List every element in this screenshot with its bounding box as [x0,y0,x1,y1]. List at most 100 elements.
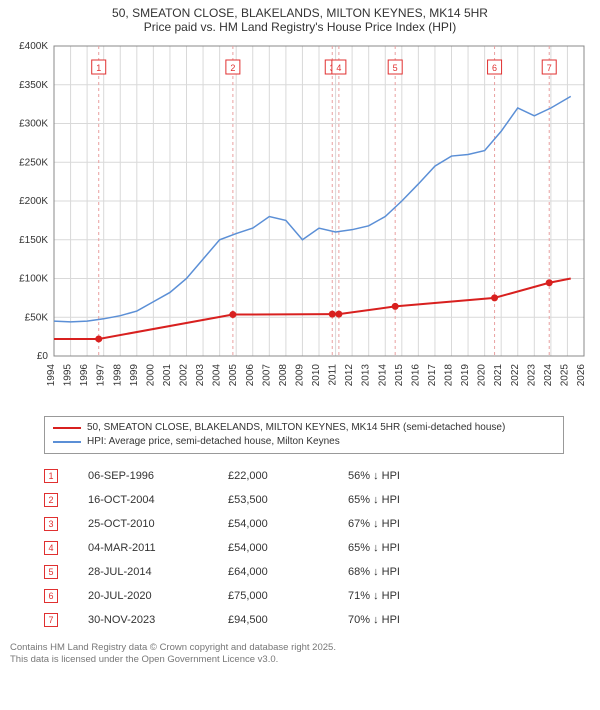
sales-table: 1 06-SEP-1996 £22,000 56% ↓ HPI 2 16-OCT-2004… [44,464,590,632]
row-price: £94,500 [228,614,318,626]
svg-text:2006: 2006 [245,364,256,387]
row-pct: 70% ↓ HPI [348,614,468,626]
row-price: £53,500 [228,494,318,506]
svg-text:2018: 2018 [444,364,455,387]
legend-swatch-hpi [53,441,81,443]
legend-label-hpi: HPI: Average price, semi-detached house,… [87,435,340,449]
svg-text:2020: 2020 [477,364,488,387]
legend-row-hpi: HPI: Average price, semi-detached house,… [53,435,555,449]
row-marker: 2 [44,493,58,507]
svg-text:£400K: £400K [19,41,48,52]
svg-text:6: 6 [492,63,497,73]
svg-text:£250K: £250K [19,157,48,168]
svg-text:2026: 2026 [576,364,587,387]
table-row: 2 16-OCT-2004 £53,500 65% ↓ HPI [44,488,590,512]
legend-swatch-price-paid [53,427,81,429]
svg-text:7: 7 [547,63,552,73]
table-row: 4 04-MAR-2011 £54,000 65% ↓ HPI [44,536,590,560]
row-marker: 4 [44,541,58,555]
row-marker: 7 [44,613,58,627]
title-line-2: Price paid vs. HM Land Registry's House … [10,20,590,34]
legend-label-price-paid: 50, SMEATON CLOSE, BLAKELANDS, MILTON KE… [87,421,505,435]
row-price: £75,000 [228,590,318,602]
row-date: 25-OCT-2010 [88,518,198,530]
svg-text:2025: 2025 [559,364,570,387]
svg-text:2001: 2001 [162,364,173,387]
row-price: £64,000 [228,566,318,578]
svg-text:1998: 1998 [112,364,123,387]
svg-text:£100K: £100K [19,274,48,285]
svg-text:£0: £0 [37,351,49,362]
svg-text:1999: 1999 [129,364,140,387]
svg-text:1994: 1994 [46,364,57,387]
row-price: £22,000 [228,470,318,482]
svg-text:2019: 2019 [460,364,471,387]
svg-text:5: 5 [393,63,398,73]
svg-text:2009: 2009 [294,364,305,387]
svg-text:1: 1 [96,63,101,73]
svg-text:2016: 2016 [410,364,421,387]
row-date: 06-SEP-1996 [88,470,198,482]
footer-line-2: This data is licensed under the Open Gov… [10,654,590,666]
svg-text:2008: 2008 [278,364,289,387]
svg-text:2024: 2024 [543,364,554,387]
svg-text:2010: 2010 [311,364,322,387]
title-line-1: 50, SMEATON CLOSE, BLAKELANDS, MILTON KE… [10,6,590,20]
svg-text:2023: 2023 [526,364,537,387]
row-pct: 56% ↓ HPI [348,470,468,482]
svg-text:1997: 1997 [96,364,107,387]
row-pct: 71% ↓ HPI [348,590,468,602]
row-pct: 65% ↓ HPI [348,494,468,506]
svg-text:£50K: £50K [25,312,49,323]
row-date: 16-OCT-2004 [88,494,198,506]
row-date: 20-JUL-2020 [88,590,198,602]
row-marker: 3 [44,517,58,531]
row-date: 04-MAR-2011 [88,542,198,554]
row-marker: 6 [44,589,58,603]
footer-line-1: Contains HM Land Registry data © Crown c… [10,642,590,654]
svg-text:1995: 1995 [63,364,74,387]
svg-text:4: 4 [336,63,341,73]
title-block: 50, SMEATON CLOSE, BLAKELANDS, MILTON KE… [0,0,600,36]
svg-text:2002: 2002 [179,364,190,387]
row-marker: 1 [44,469,58,483]
row-price: £54,000 [228,518,318,530]
svg-text:2017: 2017 [427,364,438,387]
svg-text:2: 2 [230,63,235,73]
row-date: 28-JUL-2014 [88,566,198,578]
line-chart-svg: £0 £50K £100K £150K £200K £250K £300K £350K £400… [10,40,590,410]
svg-text:2022: 2022 [510,364,521,387]
row-pct: 65% ↓ HPI [348,542,468,554]
row-marker: 5 [44,565,58,579]
table-row: 1 06-SEP-1996 £22,000 56% ↓ HPI [44,464,590,488]
table-row: 5 28-JUL-2014 £64,000 68% ↓ HPI [44,560,590,584]
svg-text:1996: 1996 [79,364,90,387]
table-row: 3 25-OCT-2010 £54,000 67% ↓ HPI [44,512,590,536]
svg-text:2011: 2011 [328,364,339,386]
svg-text:£150K: £150K [19,235,48,246]
svg-text:£350K: £350K [19,80,48,91]
svg-text:£300K: £300K [19,119,48,130]
svg-text:2000: 2000 [145,364,156,387]
svg-text:2014: 2014 [377,364,388,387]
svg-text:2015: 2015 [394,364,405,387]
table-row: 6 20-JUL-2020 £75,000 71% ↓ HPI [44,584,590,608]
svg-text:2004: 2004 [212,364,223,387]
row-pct: 67% ↓ HPI [348,518,468,530]
svg-text:2012: 2012 [344,364,355,387]
chart-container: 50, SMEATON CLOSE, BLAKELANDS, MILTON KE… [0,0,600,710]
svg-text:2005: 2005 [228,364,239,387]
row-pct: 68% ↓ HPI [348,566,468,578]
footer: Contains HM Land Registry data © Crown c… [10,642,590,667]
legend: 50, SMEATON CLOSE, BLAKELANDS, MILTON KE… [44,416,564,454]
row-price: £54,000 [228,542,318,554]
svg-text:2003: 2003 [195,364,206,387]
svg-text:2013: 2013 [361,364,372,387]
svg-text:£200K: £200K [19,196,48,207]
table-row: 7 30-NOV-2023 £94,500 70% ↓ HPI [44,608,590,632]
svg-text:2021: 2021 [493,364,504,387]
chart-area: £0 £50K £100K £150K £200K £250K £300K £350K £400… [10,40,590,410]
svg-text:2007: 2007 [261,364,272,387]
row-date: 30-NOV-2023 [88,614,198,626]
legend-row-price-paid: 50, SMEATON CLOSE, BLAKELANDS, MILTON KE… [53,421,555,435]
